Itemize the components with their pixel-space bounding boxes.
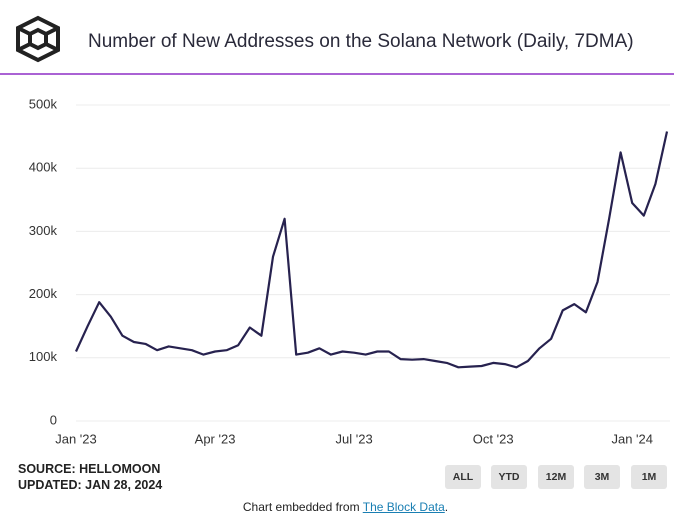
line [75, 131, 669, 369]
source: SOURCE: HELLOMOON [18, 462, 161, 476]
footer: Chart embedded from The Block Data. [0, 500, 691, 514]
range-button[interactable]: 3M [584, 465, 620, 489]
y-tick-label: 300k [29, 223, 58, 238]
range-button[interactable]: 1M [631, 465, 667, 489]
x-tick-label: Jan '24 [611, 431, 653, 446]
y-tick-label: 100k [29, 349, 58, 364]
range-button[interactable]: YTD [491, 465, 527, 489]
chart-title: Number of New Addresses on the Solana Ne… [88, 31, 634, 52]
footer-text: Chart embedded from [242, 500, 360, 514]
x-tick-label: Apr '23 [195, 431, 236, 446]
x-tick-label: Jul '23 [336, 431, 373, 446]
logo [16, 15, 60, 63]
updated: UPDATED: JAN 28, 2024 [18, 478, 163, 492]
x-tick-label: Jan '23 [55, 431, 97, 446]
range-button[interactable]: ALL [445, 465, 481, 489]
range-button[interactable]: 12M [538, 465, 574, 489]
chart: Number of New Addresses on the Solana Ne… [0, 15, 674, 446]
y-tick-label: 200k [29, 286, 58, 301]
footer-text: . [444, 500, 449, 514]
y-tick-label: 500k [29, 96, 58, 111]
y-tick-label: 400k [29, 160, 58, 175]
footer-link[interactable]: The Block Data [362, 500, 445, 514]
x-tick-label: Oct '23 [473, 431, 514, 446]
y-tick-label: 0 [50, 412, 57, 427]
